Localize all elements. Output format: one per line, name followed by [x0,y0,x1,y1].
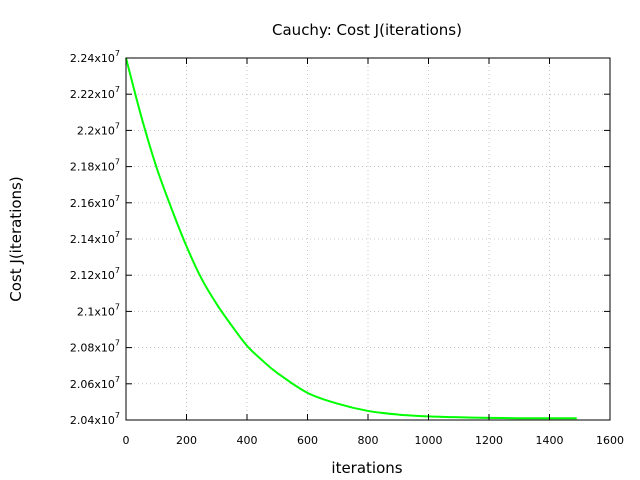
y-tick-label: 2.1x107 [77,302,120,318]
x-tick-label: 200 [176,434,197,447]
y-tick-label: 2.04x107 [70,411,120,427]
y-tick-label: 2.14x107 [70,230,120,246]
y-tick-label: 2.2x107 [77,121,120,137]
x-tick-label: 1000 [415,434,443,447]
x-tick-label: 1200 [475,434,503,447]
x-tick-label: 1600 [596,434,624,447]
y-tick-label: 2.12x107 [70,266,120,282]
x-tick-label: 1400 [536,434,564,447]
x-tick-label: 400 [237,434,258,447]
grid [126,58,610,420]
ticks: 0 200 400 600 800 1000 1200 1400 1600 2.04x107 2.0… [70,49,624,447]
y-tick-label: 2.18x107 [70,158,120,174]
y-tick-label: 2.24x107 [70,49,120,65]
y-tick-label: 2.06x107 [70,375,120,391]
chart-title: Cauchy: Cost J(iterations) [272,21,462,39]
series-line [125,57,577,420]
y-tick-label: 2.08x107 [70,339,120,355]
x-axis-label: iterations [331,459,402,477]
series-layer [125,57,577,420]
y-tick-label: 2.16x107 [70,194,120,210]
x-tick-label: 800 [358,434,379,447]
x-tick-label: 600 [297,434,318,447]
y-axis-label: Cost J(iterations) [7,176,25,301]
x-tick-label: 0 [123,434,130,447]
y-tick-label: 2.22x107 [70,85,120,101]
